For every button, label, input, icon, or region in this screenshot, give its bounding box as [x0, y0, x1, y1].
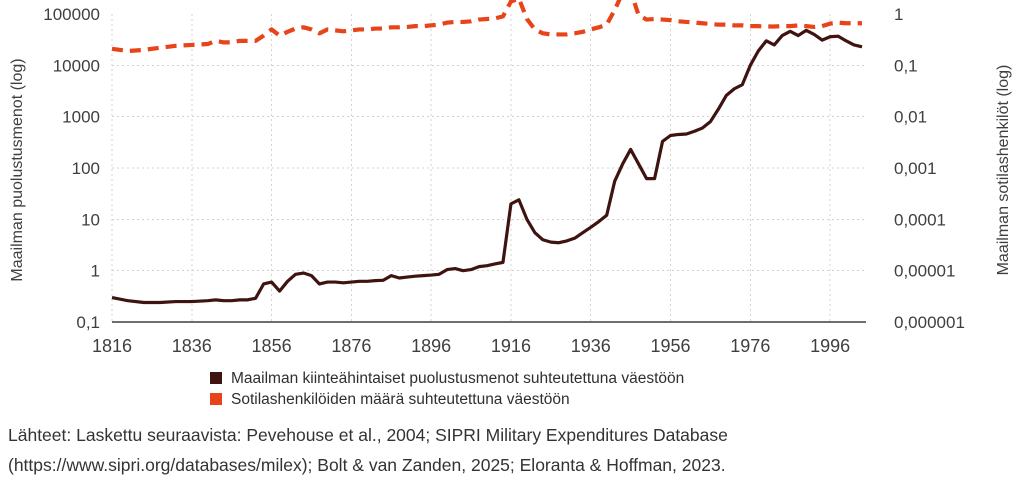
legend-swatch — [210, 372, 222, 384]
y-axis-left-tick-label: 0,1 — [76, 313, 100, 332]
chart-legend: Maailman kiinteähintaiset puolustusmenot… — [210, 370, 684, 408]
legend-swatch — [210, 393, 222, 405]
legend-label: Sotilashenkilöiden määrä suhteutettuna v… — [231, 391, 570, 408]
y-axis-left-ticks: 100000 10000 1000 100 10 1 0,1 — [43, 5, 100, 332]
x-axis-tick-label: 1896 — [411, 336, 451, 356]
y-axis-right-tick-label: 1 — [894, 5, 903, 24]
x-axis-tick-label: 1856 — [252, 336, 292, 356]
x-axis-tick-label: 1976 — [730, 336, 770, 356]
y-axis-right-title: Maailman sotilashenkilöt (log) — [995, 65, 1012, 276]
x-axis-ticks: 1816 1836 1856 1876 1896 1916 1936 1956 1976 1996 — [92, 336, 850, 356]
y-axis-left-tick-label: 1 — [91, 262, 100, 281]
y-axis-right-tick-label: 0,1 — [894, 56, 918, 75]
y-axis-left-title: Maailman puolustusmenot (log) — [9, 58, 26, 281]
series-line-0 — [111, 28, 863, 305]
series-group — [111, 0, 863, 305]
y-axis-left-tick-label: 1000 — [62, 108, 100, 127]
x-axis-tick-label: 1836 — [172, 336, 212, 356]
y-axis-left-tick-label: 10000 — [53, 56, 100, 75]
grid-group — [111, 14, 866, 322]
y-axis-right-tick-label: 0,0001 — [894, 210, 946, 229]
x-axis-tick-label: 1816 — [92, 336, 132, 356]
y-axis-right-tick-label: 0,01 — [894, 108, 927, 127]
y-axis-right-tick-label: 0,001 — [894, 159, 937, 178]
legend-label: Maailman kiinteähintaiset puolustusmenot… — [231, 370, 684, 387]
y-axis-left-tick-label: 10 — [81, 210, 100, 229]
chart-figure: 100000 10000 1000 100 10 1 0,1 1 0,1 0,01 0,001 0,… — [9, 0, 1012, 408]
y-axis-right-ticks: 1 0,1 0,01 0,001 0,0001 0,00001 0,000001 — [894, 5, 965, 332]
y-axis-right-tick-label: 0,000001 — [894, 313, 965, 332]
series-line-1 — [111, 0, 863, 54]
x-axis-tick-label: 1876 — [331, 336, 371, 356]
x-axis-tick-label: 1936 — [571, 336, 611, 356]
sources-footnote: Lähteet: Laskettu seuraavista: Pevehouse… — [8, 425, 733, 475]
x-axis-tick-label: 1916 — [491, 336, 531, 356]
chart-svg: 100000 10000 1000 100 10 1 0,1 1 0,1 0,01 0,001 0,… — [9, 0, 1012, 408]
x-axis-tick-label: 1996 — [810, 336, 850, 356]
y-axis-right-tick-label: 0,00001 — [894, 262, 955, 281]
y-axis-left-tick-label: 100 — [72, 159, 100, 178]
y-axis-left-tick-label: 100000 — [43, 5, 100, 24]
x-axis-tick-label: 1956 — [650, 336, 690, 356]
